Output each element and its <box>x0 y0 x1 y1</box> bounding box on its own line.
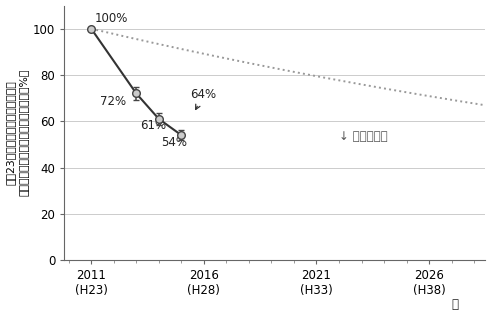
Y-axis label: 平成23年度調査結果を基準とした
土壌中の放射性セシウム濃度変化率（%）: 平成23年度調査結果を基準とした 土壌中の放射性セシウム濃度変化率（%） <box>5 69 29 197</box>
Text: 54%: 54% <box>161 135 187 149</box>
Text: 61%: 61% <box>139 119 166 132</box>
Text: 64%: 64% <box>191 88 217 109</box>
Text: 年: 年 <box>452 298 459 311</box>
Text: ↓ 物理的減衰: ↓ 物理的減衰 <box>339 130 388 143</box>
Text: 72%: 72% <box>100 95 126 108</box>
Text: 100%: 100% <box>95 12 128 25</box>
